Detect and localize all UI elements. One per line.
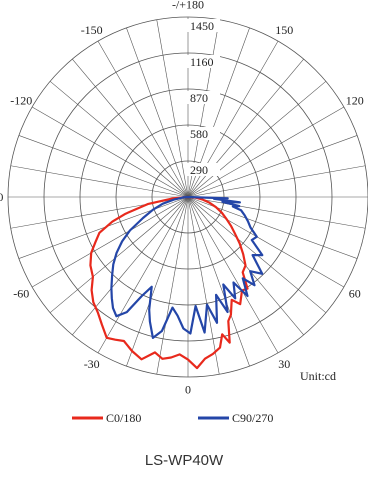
radial-label-bg <box>186 19 220 32</box>
angle-label: -150 <box>81 23 103 37</box>
grid-spoke <box>72 58 189 198</box>
grid-spoke <box>187 165 366 198</box>
grid-spoke <box>18 196 189 259</box>
grid-spoke <box>31 106 189 198</box>
angle-label: 0 <box>185 383 191 397</box>
radial-tick-label: 870 <box>190 91 208 105</box>
radial-tick-label: 290 <box>190 163 208 177</box>
legend: C0/180 C90/270 <box>72 411 273 425</box>
label-layer: Unit:cd 290580870116014500306090120150-/… <box>0 0 364 397</box>
model-caption: LS-WP40W <box>144 452 224 469</box>
grid-spoke <box>49 196 189 313</box>
angle-label: 150 <box>275 23 293 37</box>
angle-label: -/+180 <box>172 0 204 11</box>
radial-tick-label: 1450 <box>190 19 214 33</box>
series-curve-c90-270 <box>110 195 264 339</box>
radial-label-bg <box>186 55 220 68</box>
radial-label-bg <box>186 127 220 140</box>
grid-spoke <box>18 135 189 198</box>
angle-label: 30 <box>278 357 290 371</box>
unit-label: Unit:cd <box>300 369 336 383</box>
grid-spoke <box>31 196 189 288</box>
series-layer <box>89 195 264 370</box>
legend-label-c0-180: C0/180 <box>106 411 141 425</box>
grid-spoke <box>97 40 189 198</box>
grid-spoke <box>156 19 189 198</box>
radial-label-bg <box>186 163 220 176</box>
angle-label: -60 <box>13 286 29 300</box>
radial-label-bg <box>186 91 220 104</box>
polar-grid <box>7 16 368 378</box>
radial-tick-label: 1160 <box>190 55 214 69</box>
grid-spoke <box>187 196 220 375</box>
angle-label: -120 <box>10 94 32 108</box>
grid-spoke <box>187 196 366 229</box>
grid-spoke <box>72 196 189 336</box>
grid-spoke <box>97 196 189 354</box>
legend-label-c90-270: C90/270 <box>232 411 273 425</box>
grid-spoke <box>187 135 358 198</box>
angle-label: -30 <box>84 357 100 371</box>
grid-spoke <box>126 196 189 367</box>
angle-label: 120 <box>346 94 364 108</box>
polar-intensity-chart: Unit:cd 290580870116014500306090120150-/… <box>0 0 368 425</box>
grid-spoke <box>156 196 189 375</box>
grid-spoke <box>187 196 279 354</box>
grid-spoke <box>10 165 189 198</box>
angle-label: -90 <box>0 190 3 204</box>
grid-spoke <box>126 27 189 198</box>
angle-label: 60 <box>349 286 361 300</box>
grid-spoke <box>187 106 345 198</box>
grid-spoke <box>187 196 345 288</box>
grid-spoke <box>187 196 250 367</box>
radial-tick-label: 580 <box>190 127 208 141</box>
grid-spoke <box>187 81 327 198</box>
series-curve-c0-180 <box>89 195 249 370</box>
grid-spoke <box>49 81 189 198</box>
